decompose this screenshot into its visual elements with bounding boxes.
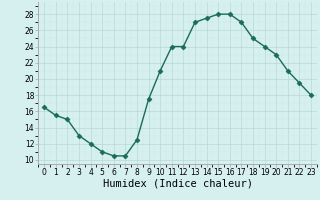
X-axis label: Humidex (Indice chaleur): Humidex (Indice chaleur) [103, 179, 252, 189]
